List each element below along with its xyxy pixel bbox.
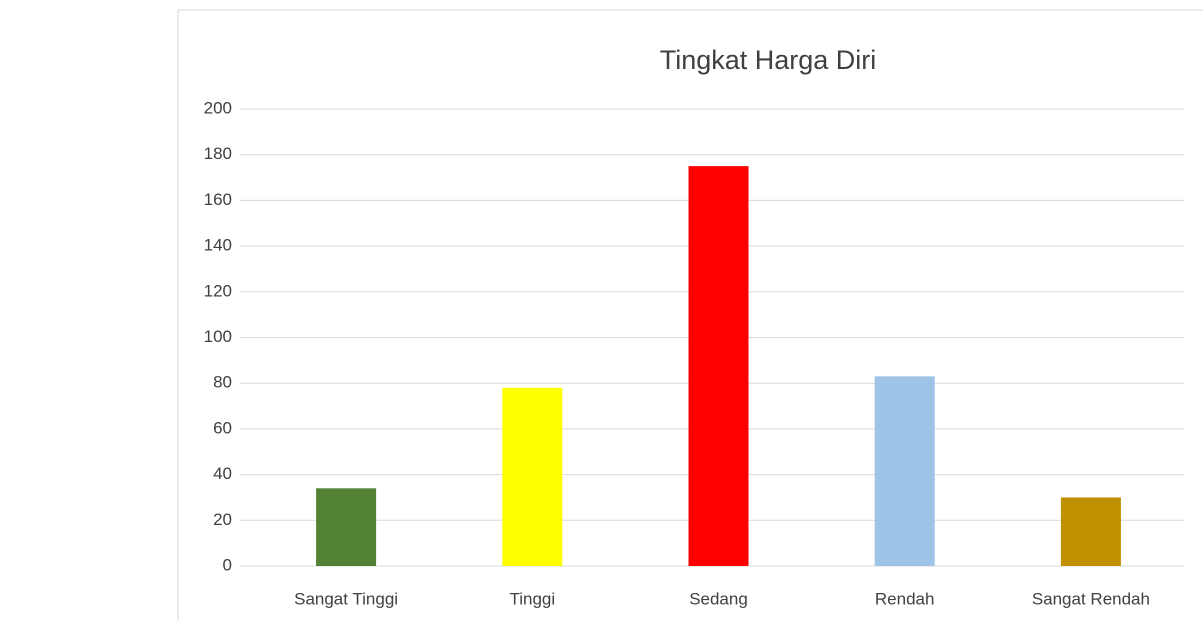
y-tick-label: 120 <box>204 281 232 300</box>
chart-title: Tingkat Harga Diri <box>660 45 877 75</box>
x-tick-label: Rendah <box>875 589 935 608</box>
y-tick-label: 0 <box>223 555 232 574</box>
bar <box>316 488 377 566</box>
x-tick-label: Sangat Tinggi <box>294 589 398 608</box>
y-tick-label: 80 <box>213 373 232 392</box>
x-tick-label: Sedang <box>689 589 748 608</box>
y-tick-label: 40 <box>213 464 232 483</box>
bar <box>874 376 935 566</box>
y-tick-label: 20 <box>213 510 232 529</box>
bar <box>688 166 749 566</box>
x-tick-label: Sangat Rendah <box>1032 589 1150 608</box>
y-tick-label: 200 <box>204 98 232 117</box>
y-tick-label: 180 <box>204 144 232 163</box>
bar <box>502 387 563 566</box>
y-tick-label: 160 <box>204 190 232 209</box>
y-tick-label: 140 <box>204 236 232 255</box>
bar <box>1060 497 1121 566</box>
y-tick-label: 60 <box>213 418 232 437</box>
x-tick-label: Tinggi <box>509 589 555 608</box>
y-tick-label: 100 <box>204 327 232 346</box>
